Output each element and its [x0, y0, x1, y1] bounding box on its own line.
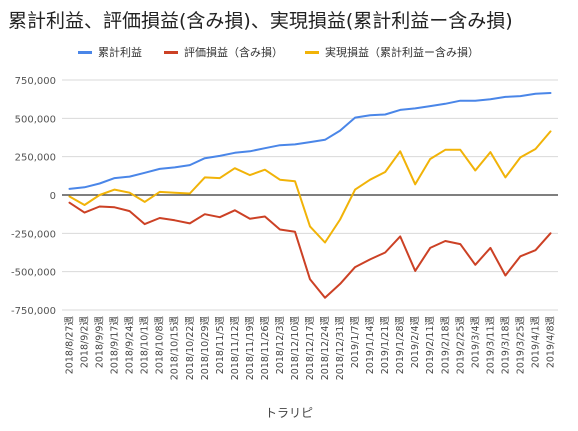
x-tick-label: 2018/10/15週 [169, 316, 181, 381]
x-tick-label: 2018/9/2週 [79, 316, 91, 369]
x-tick-label: 2018/10/1週 [139, 316, 151, 375]
x-tick-label: 2019/2/18週 [439, 316, 451, 375]
y-tick-label: -500,000 [11, 268, 56, 279]
y-tick-label: 250,000 [15, 153, 56, 164]
y-tick-label: 750,000 [15, 76, 56, 87]
legend-label-realized-pl: 実現損益（累計利益ー含み損） [325, 46, 479, 59]
x-tick-label: 2018/12/10週 [289, 316, 301, 381]
x-axis-label: トラリピ [264, 406, 313, 420]
x-tick-label: 2018/12/24週 [319, 316, 331, 381]
x-tick-label: 2018/12/3週 [274, 316, 286, 375]
x-tick-label: 2018/11/12週 [229, 316, 241, 381]
x-tick-label: 2018/9/9週 [94, 316, 106, 369]
chart-title: 累計利益、評価損益(含み損)、実現損益(累計利益ー含み損) [8, 10, 513, 32]
series-line-0 [68, 92, 552, 190]
legend-item-realized-pl: 実現損益（累計利益ー含み損） [305, 44, 479, 60]
x-tick-label: 2019/1/7週 [349, 316, 361, 369]
legend-swatch-cumulative-profit [78, 50, 92, 54]
x-tick-label: 2018/11/5週 [214, 316, 226, 375]
x-tick-label: 2019/4/8週 [544, 316, 556, 369]
y-tick-label: -250,000 [11, 229, 56, 240]
x-tick-label: 2019/1/28週 [394, 316, 406, 375]
x-tick-label: 2019/2/11週 [424, 316, 436, 375]
legend-item-unrealized-pl: 評価損益（含み損） [164, 44, 283, 60]
series-line-2 [68, 130, 552, 244]
x-tick-label: 2018/9/24週 [124, 316, 136, 375]
x-tick-label: 2019/2/25週 [454, 316, 466, 375]
x-tick-label: 2019/4/1週 [529, 316, 541, 369]
x-tick-label: 2019/3/18週 [499, 316, 511, 375]
x-tick-label: 2018/11/19週 [244, 316, 256, 381]
legend: 累計利益 評価損益（含み損） 実現損益（累計利益ー含み損） [78, 44, 479, 60]
y-tick-label: -750,000 [11, 306, 56, 317]
x-tick-label: 2018/10/29週 [199, 316, 211, 381]
x-tick-label: 2018/10/8週 [154, 316, 166, 375]
legend-swatch-realized-pl [305, 50, 319, 54]
x-tick-label: 2019/2/4週 [409, 316, 421, 369]
x-tick-label: 2019/1/21週 [379, 316, 391, 375]
legend-label-cumulative-profit: 累計利益 [98, 46, 142, 59]
x-tick-label: 2018/10/22週 [184, 316, 196, 381]
x-tick-label: 2018/12/31週 [334, 316, 346, 381]
legend-item-cumulative-profit: 累計利益 [78, 44, 142, 60]
x-tick-label: 2019/3/11週 [484, 316, 496, 375]
x-tick-label: 2018/9/17週 [109, 316, 121, 375]
x-tick-label: 2019/1/14週 [364, 316, 376, 375]
y-tick-label: 500,000 [15, 114, 56, 125]
y-tick-label: 0 [50, 191, 56, 202]
x-tick-label: 2018/12/17週 [304, 316, 316, 381]
x-tick-label: 2018/8/27週 [64, 316, 76, 375]
x-tick-label: 2018/11/26週 [259, 316, 271, 381]
series-line-1 [68, 201, 552, 299]
x-tick-label: 2019/3/25週 [514, 316, 526, 375]
legend-label-unrealized-pl: 評価損益（含み損） [184, 46, 283, 59]
legend-swatch-unrealized-pl [164, 50, 178, 54]
x-tick-label: 2019/3/4週 [469, 316, 481, 369]
